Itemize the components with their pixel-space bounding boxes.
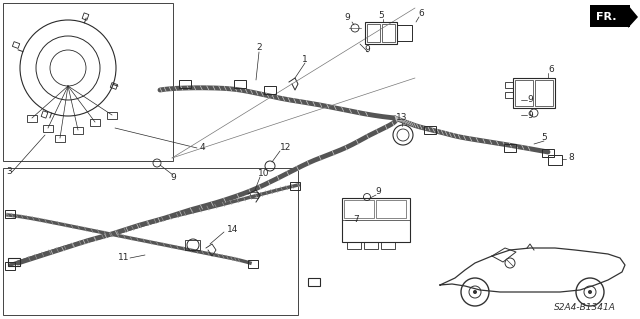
Bar — [3, 3, 173, 161]
Bar — [234, 80, 246, 88]
Bar — [5, 210, 15, 218]
Bar — [515, 80, 533, 106]
Bar — [290, 182, 300, 190]
Bar — [8, 258, 20, 266]
Text: 14: 14 — [227, 226, 238, 234]
Text: 1: 1 — [302, 56, 308, 64]
Text: 9: 9 — [364, 46, 370, 55]
Bar — [179, 80, 191, 88]
Bar — [90, 118, 100, 125]
Circle shape — [473, 290, 477, 294]
Text: 3: 3 — [6, 167, 12, 176]
Bar — [107, 112, 117, 118]
Bar — [504, 144, 516, 152]
Text: 6: 6 — [418, 10, 424, 19]
Text: 12: 12 — [280, 143, 291, 152]
Text: 10: 10 — [258, 168, 269, 177]
Bar — [347, 242, 361, 249]
Bar — [55, 135, 65, 142]
Bar — [3, 168, 298, 315]
Bar — [27, 115, 37, 122]
Bar — [367, 24, 380, 42]
Bar — [41, 111, 48, 118]
Bar — [505, 92, 513, 98]
Bar — [82, 13, 89, 20]
Text: 4: 4 — [200, 144, 205, 152]
Bar — [5, 262, 15, 270]
Text: 2: 2 — [256, 43, 262, 53]
Bar — [381, 242, 395, 249]
Bar — [12, 42, 20, 48]
Bar — [548, 155, 562, 165]
Text: 6: 6 — [548, 65, 554, 75]
Bar — [344, 200, 374, 218]
Bar — [308, 278, 320, 286]
Bar — [110, 83, 118, 89]
Bar — [248, 260, 258, 268]
Bar — [590, 5, 630, 27]
Bar — [250, 192, 258, 198]
Bar — [382, 24, 395, 42]
Text: 9: 9 — [375, 188, 381, 197]
Bar — [342, 198, 410, 242]
Text: 8: 8 — [568, 153, 573, 162]
Bar — [535, 80, 553, 106]
Text: 13: 13 — [396, 114, 408, 122]
Text: 9: 9 — [527, 95, 532, 105]
Text: 5: 5 — [541, 133, 547, 143]
Text: 7: 7 — [353, 216, 359, 225]
Polygon shape — [628, 5, 638, 28]
Text: 5: 5 — [378, 11, 384, 20]
Bar — [505, 82, 513, 88]
Text: FR.: FR. — [596, 12, 616, 22]
Text: 9: 9 — [527, 110, 532, 120]
Text: 11: 11 — [118, 254, 129, 263]
Bar — [542, 149, 554, 157]
Bar — [185, 240, 200, 250]
Text: 9: 9 — [170, 174, 176, 182]
Bar — [73, 127, 83, 133]
Bar — [513, 78, 555, 108]
Bar — [264, 86, 276, 94]
Text: S2A4-B1341A: S2A4-B1341A — [554, 303, 616, 313]
Bar — [365, 22, 397, 44]
Bar — [376, 200, 406, 218]
Bar — [364, 242, 378, 249]
Bar — [397, 25, 412, 41]
Text: 9: 9 — [344, 13, 349, 23]
Circle shape — [588, 290, 592, 294]
Bar — [424, 126, 436, 134]
Bar — [43, 124, 53, 131]
